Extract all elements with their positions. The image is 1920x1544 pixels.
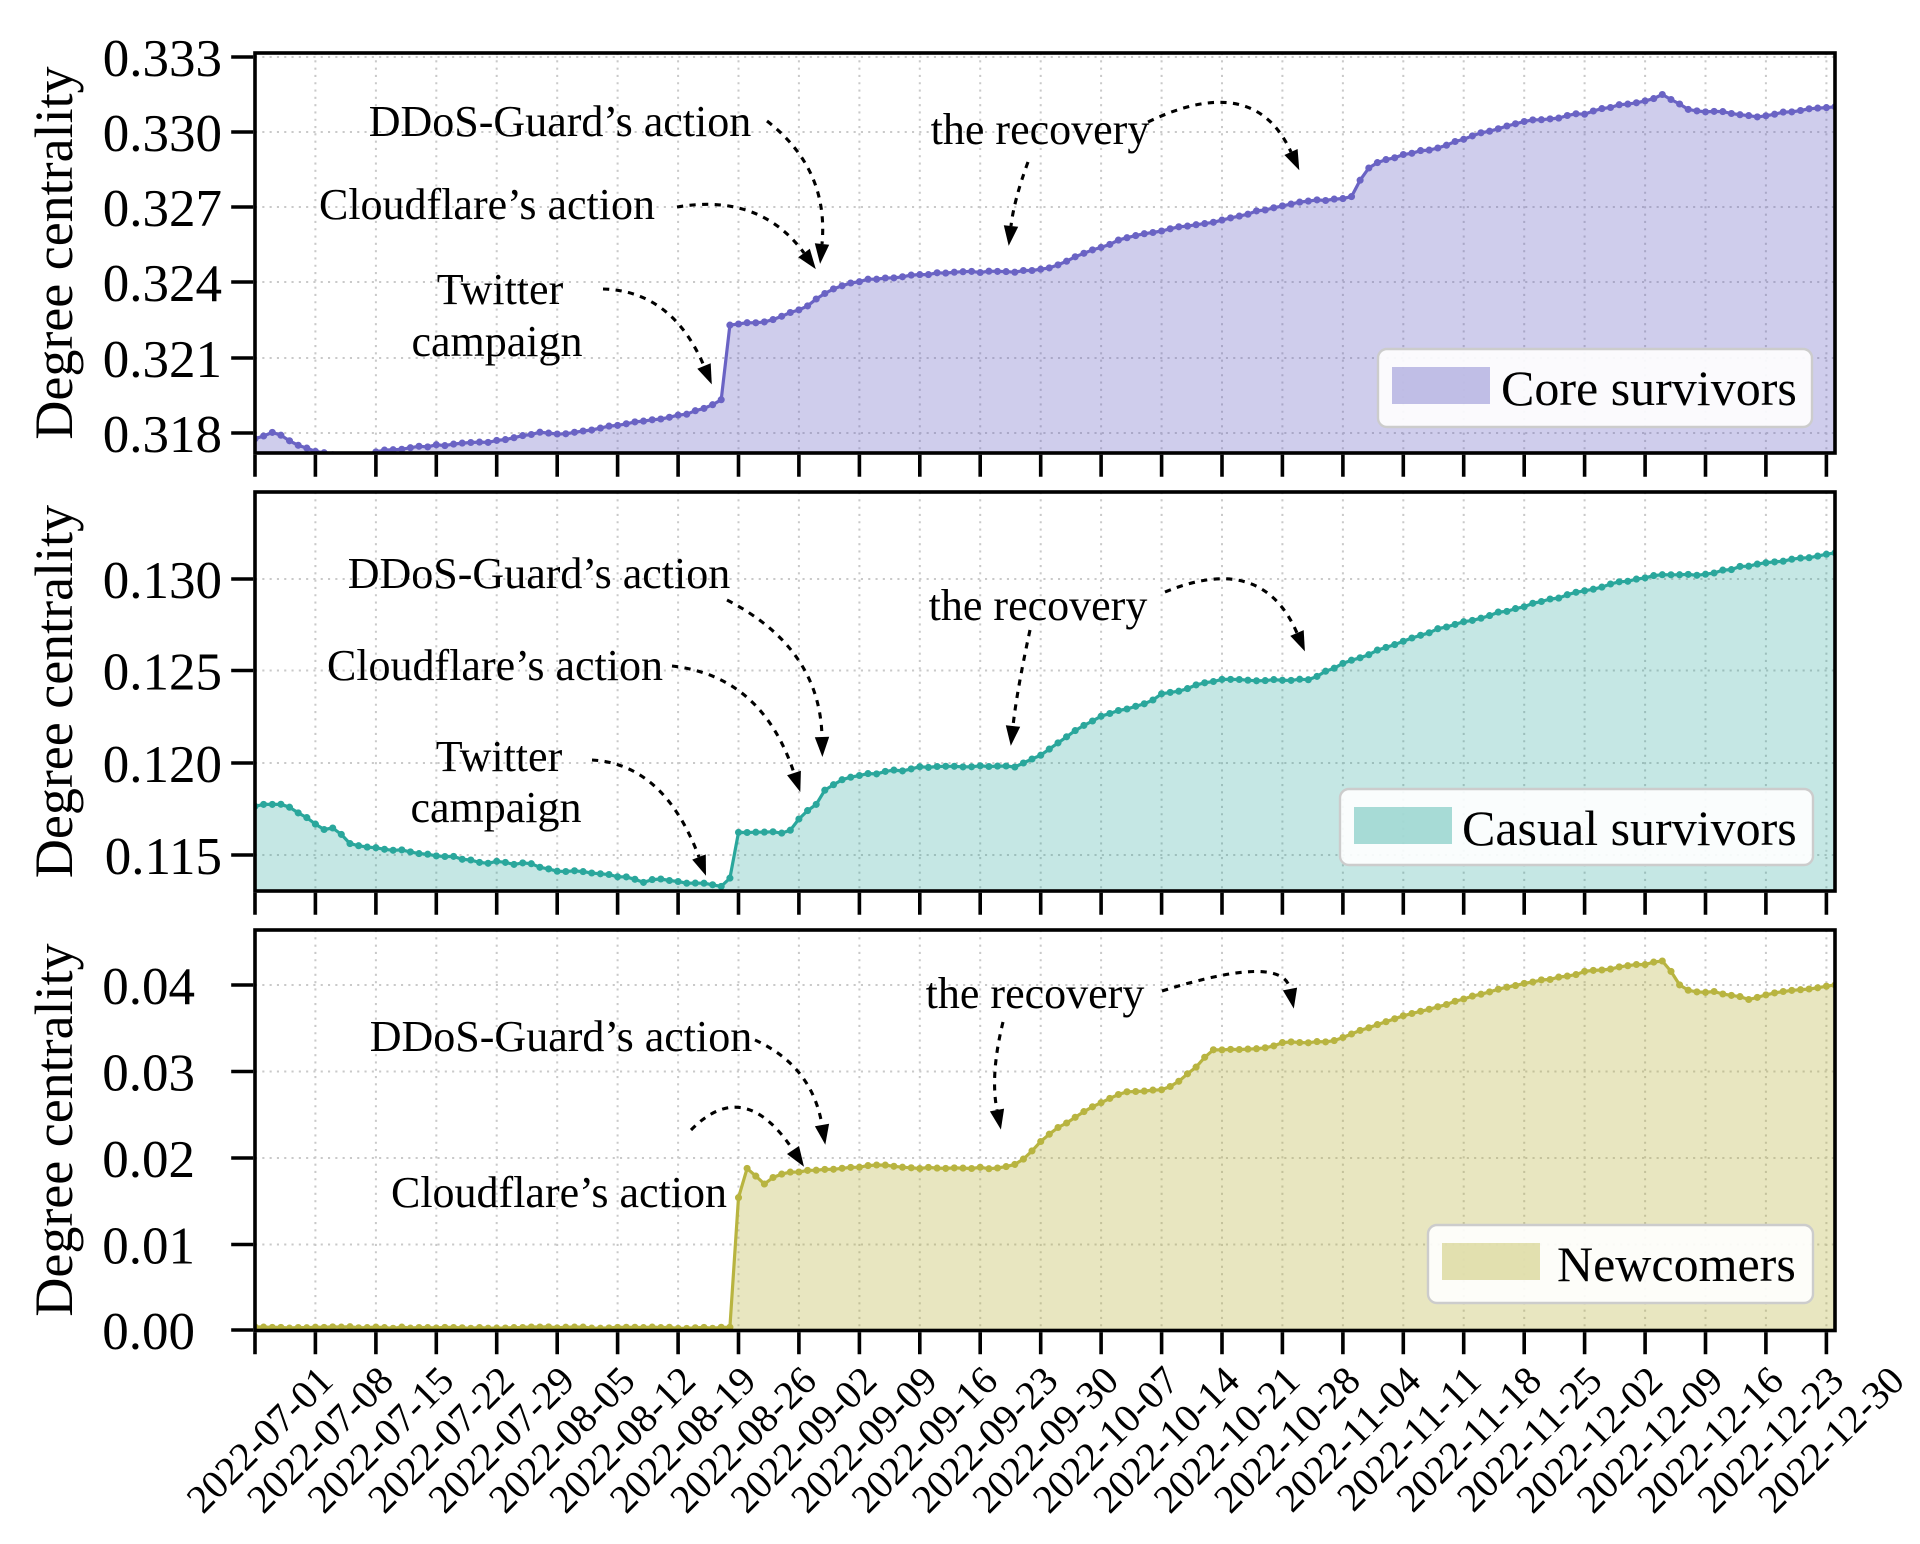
svg-text:Newcomers: Newcomers bbox=[1557, 1236, 1796, 1292]
svg-text:0.04: 0.04 bbox=[102, 958, 195, 1016]
svg-text:0.00: 0.00 bbox=[102, 1303, 195, 1361]
svg-text:Degree centrality: Degree centrality bbox=[24, 943, 84, 1316]
svg-text:0.02: 0.02 bbox=[102, 1131, 195, 1189]
svg-text:Twitter: Twitter bbox=[436, 732, 563, 781]
svg-text:the recovery: the recovery bbox=[929, 581, 1148, 630]
svg-text:0.125: 0.125 bbox=[103, 644, 222, 702]
svg-text:the recovery: the recovery bbox=[931, 105, 1150, 154]
svg-text:0.327: 0.327 bbox=[103, 180, 222, 238]
svg-text:0.333: 0.333 bbox=[103, 30, 222, 88]
svg-text:Core survivors: Core survivors bbox=[1501, 360, 1797, 416]
svg-text:Degree centrality: Degree centrality bbox=[24, 66, 84, 439]
svg-text:campaign: campaign bbox=[410, 783, 581, 832]
svg-text:the recovery: the recovery bbox=[926, 969, 1145, 1018]
svg-text:0.321: 0.321 bbox=[103, 331, 222, 389]
svg-text:0.324: 0.324 bbox=[103, 255, 222, 313]
svg-text:Cloudflare’s action: Cloudflare’s action bbox=[391, 1168, 727, 1217]
svg-text:DDoS-Guard’s action: DDoS-Guard’s action bbox=[348, 549, 731, 598]
svg-text:Casual survivors: Casual survivors bbox=[1462, 800, 1797, 856]
svg-text:0.318: 0.318 bbox=[103, 406, 222, 464]
svg-text:Cloudflare’s action: Cloudflare’s action bbox=[327, 641, 663, 690]
svg-text:0.120: 0.120 bbox=[103, 736, 222, 794]
svg-text:DDoS-Guard’s action: DDoS-Guard’s action bbox=[369, 97, 752, 146]
svg-text:Cloudflare’s action: Cloudflare’s action bbox=[319, 180, 655, 229]
svg-text:Twitter: Twitter bbox=[437, 265, 564, 314]
svg-text:0.01: 0.01 bbox=[102, 1218, 195, 1276]
svg-text:0.03: 0.03 bbox=[102, 1045, 195, 1103]
svg-text:0.130: 0.130 bbox=[103, 552, 222, 610]
svg-text:Degree centrality: Degree centrality bbox=[24, 505, 84, 878]
svg-text:0.330: 0.330 bbox=[103, 105, 222, 163]
svg-text:DDoS-Guard’s action: DDoS-Guard’s action bbox=[370, 1012, 753, 1061]
svg-text:0.115: 0.115 bbox=[105, 828, 222, 886]
svg-text:campaign: campaign bbox=[411, 317, 582, 366]
